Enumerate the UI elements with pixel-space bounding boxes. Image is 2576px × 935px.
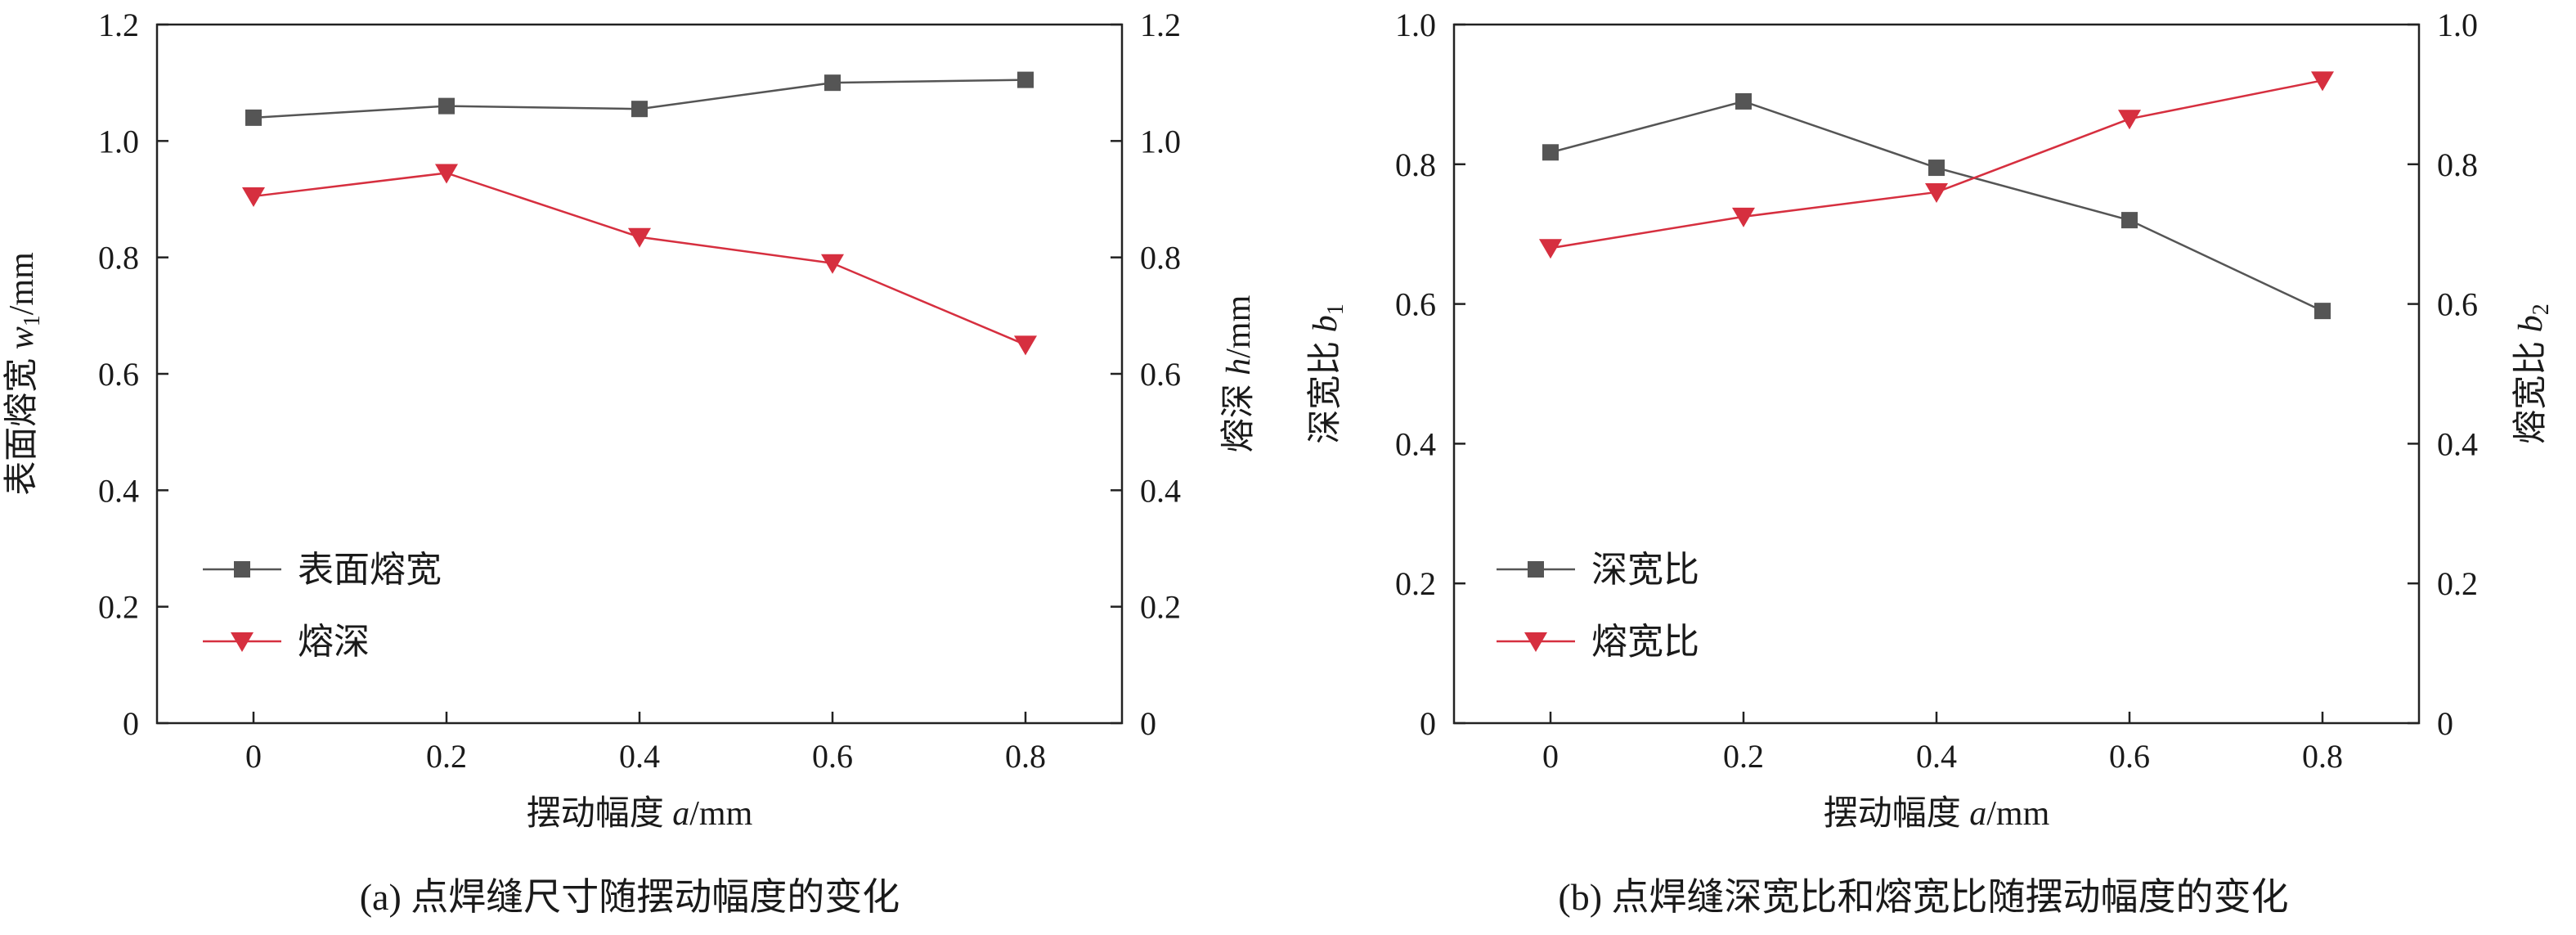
data-point-triangle-down — [2311, 71, 2334, 92]
legend-marker-square — [234, 561, 250, 578]
y-right-tick-label: 0.6 — [1140, 356, 1181, 393]
y-left-tick-label: 0.4 — [1395, 425, 1436, 462]
y-left-axis-label: 深宽比 b1 — [1306, 303, 1349, 444]
figure-caption: (b) 点焊缝深宽比和熔宽比随摆动幅度的变化 — [1558, 876, 2288, 918]
series-line-square — [1550, 100, 2323, 312]
data-point-triangle-down — [242, 187, 265, 207]
legend-marker-triangle-down — [231, 632, 254, 652]
y-right-axis-label-unit: /mm — [1220, 294, 1258, 357]
y-right-tick-label: 0.2 — [2437, 565, 2478, 602]
y-right-tick-label: 0.8 — [1140, 240, 1181, 276]
legend-marker-triangle-down — [1524, 632, 1547, 652]
y-left-tick-label: 0 — [1420, 705, 1436, 742]
y-left-tick-label: 0.6 — [98, 356, 139, 393]
y-right-tick-label: 1.2 — [1140, 7, 1181, 43]
data-point-square — [1735, 92, 1752, 110]
data-point-square — [631, 101, 648, 118]
x-axis-label: 摆动幅度 a/mm — [527, 795, 753, 833]
x-axis-label-text: 摆动幅度 — [1824, 795, 1970, 833]
y-right-tick-label: 0.6 — [2437, 286, 2478, 323]
y-left-axis-label-text: 深宽比 — [1306, 332, 1344, 444]
data-point-square — [1542, 144, 1559, 161]
y-left-tick-label: 0.4 — [98, 472, 139, 509]
data-point-square — [1017, 71, 1034, 88]
x-axis-label-unit: /mm — [1986, 795, 2049, 833]
y-right-axis-label-var: b — [2512, 315, 2550, 332]
y-right-tick-label: 0.8 — [2437, 146, 2478, 183]
data-point-square — [438, 97, 455, 115]
y-right-axis-label: 熔深 h/mm — [1219, 294, 1258, 452]
y-left-tick-label: 0 — [123, 705, 139, 742]
data-point-square — [2121, 212, 2138, 229]
y-left-tick-label: 0.8 — [1395, 146, 1436, 183]
y-left-axis-label-unit: /mm — [3, 252, 41, 315]
y-right-axis-label: 熔宽比 b2 — [2511, 303, 2554, 444]
y-right-tick-label: 1.0 — [1140, 123, 1181, 160]
y-left-tick-label: 1.0 — [98, 123, 139, 160]
data-point-square — [2314, 303, 2331, 320]
y-left-axis-label-sub: 1 — [1323, 303, 1349, 315]
y-right-tick-label: 1.0 — [2437, 7, 2478, 43]
y-right-axis-label-text: 熔宽比 — [2511, 332, 2550, 444]
data-point-square — [1928, 160, 1945, 177]
y-left-axis-label-var: w — [3, 326, 41, 349]
y-right-tick-label: 0.4 — [1140, 472, 1181, 509]
legend-label: 深宽比 — [1591, 550, 1699, 590]
y-left-axis-label: 表面熔宽 w1/mm — [2, 252, 45, 496]
y-left-axis-label-sub: 1 — [20, 315, 45, 326]
legend-label: 表面熔宽 — [298, 550, 442, 590]
data-point-triangle-down — [2118, 110, 2141, 130]
y-left-tick-label: 0.8 — [98, 240, 139, 276]
legend-label: 熔深 — [298, 622, 370, 662]
x-tick-label: 0.6 — [812, 738, 853, 775]
data-point-triangle-down — [1014, 335, 1037, 356]
chart-panel-b: 0 0.2 0.4 0.6 0.8 0 0.2 0.4 0.6 0.8 1.0 0 0.2 0.4 0.6 0… — [1306, 7, 2554, 918]
data-point-square — [245, 109, 262, 126]
x-tick-label: 0.8 — [2302, 738, 2343, 775]
data-point-triangle-down — [628, 227, 651, 248]
data-point-triangle-down — [1732, 207, 1755, 227]
y-right-axis-label-sub: 2 — [2529, 303, 2554, 315]
y-right-tick-label: 0 — [2437, 705, 2453, 742]
y-left-tick-label: 0.2 — [1395, 565, 1436, 602]
x-tick-label: 0.4 — [1916, 738, 1957, 775]
x-tick-label: 0.2 — [426, 738, 467, 775]
data-point-triangle-down — [1925, 182, 1948, 203]
x-axis-label-var: a — [672, 795, 689, 833]
series-line-triangle-down — [253, 172, 1026, 346]
x-axis-label: 摆动幅度 a/mm — [1824, 795, 2050, 833]
legend-label: 熔宽比 — [1591, 622, 1699, 662]
x-tick-label: 0.6 — [2109, 738, 2150, 775]
plot-frame — [155, 23, 1124, 725]
data-point-triangle-down — [1539, 239, 1562, 259]
y-right-axis-label-var: h — [1220, 358, 1258, 375]
x-axis-label-text: 摆动幅度 — [527, 795, 673, 833]
legend-marker-square — [1528, 561, 1544, 578]
y-right-tick-label: 0.2 — [1140, 589, 1181, 626]
x-axis-label-var: a — [1969, 795, 1986, 833]
x-tick-label: 0.2 — [1723, 738, 1764, 775]
plot-frame — [1452, 23, 2421, 725]
y-left-axis-label-var: b — [1307, 315, 1344, 332]
y-left-tick-label: 0.2 — [98, 589, 139, 626]
x-tick-label: 0.8 — [1005, 738, 1046, 775]
y-left-tick-label: 0.6 — [1395, 286, 1436, 323]
chart-panel-a: 0 0.2 0.4 0.6 0.8 0 0.2 0.4 0.6 0.8 1.0 1.2 0 0.2 0.4 0… — [2, 7, 1258, 918]
x-axis-label-unit: /mm — [689, 795, 752, 833]
y-right-tick-label: 0 — [1140, 705, 1156, 742]
y-left-tick-label: 1.0 — [1395, 7, 1436, 43]
x-tick-label: 0 — [1542, 738, 1559, 775]
x-tick-label: 0.4 — [619, 738, 660, 775]
y-right-axis-label-text: 熔深 — [1219, 375, 1258, 453]
figure-caption: (a) 点焊缝尺寸随摆动幅度的变化 — [360, 876, 900, 918]
y-left-tick-label: 1.2 — [98, 7, 139, 43]
data-point-square — [824, 74, 841, 92]
y-right-tick-label: 0.4 — [2437, 425, 2478, 462]
data-point-triangle-down — [821, 254, 844, 274]
data-point-triangle-down — [435, 164, 458, 184]
y-left-axis-label-text: 表面熔宽 — [2, 349, 41, 496]
x-tick-label: 0 — [245, 738, 262, 775]
